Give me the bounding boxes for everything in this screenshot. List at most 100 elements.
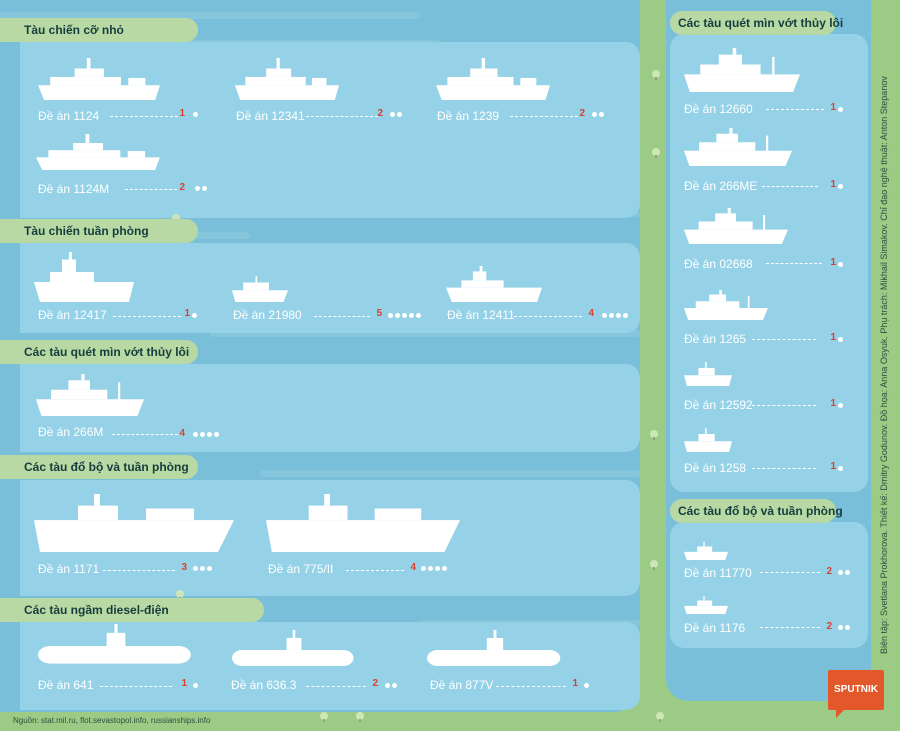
project-label: Đề án 266ME [684, 179, 758, 193]
count-dot [193, 112, 198, 117]
project-label: Đề án 12417 [38, 308, 107, 322]
count-dots [193, 566, 214, 572]
count-dot [838, 466, 843, 471]
minesweeper-icon [684, 48, 800, 92]
minesweeper-icon [684, 128, 792, 166]
logo-text: SPUTNIK [828, 670, 884, 710]
ship-count: 1 [184, 308, 190, 319]
project-label: Đề án 775/II [268, 562, 334, 576]
section-title: Các tàu quét mìn vớt thủy lôi [670, 11, 843, 35]
count-dots [838, 570, 852, 576]
project-label: Đề án 1124 [38, 109, 100, 123]
count-dot [421, 566, 426, 571]
leader-line [346, 570, 404, 571]
count-dots [602, 313, 630, 319]
count-dots [193, 112, 200, 118]
count-dots [584, 683, 591, 689]
count-dots [193, 432, 221, 438]
count-dot [200, 432, 205, 437]
count-dots [838, 466, 845, 472]
project-label: Đề án 1258 [684, 461, 747, 475]
project-label: Đề án 1239 [437, 109, 500, 123]
small-boat-icon [684, 362, 732, 386]
ship-count: 1 [830, 332, 836, 343]
submarine-icon [38, 624, 194, 668]
ship-count: 3 [181, 562, 187, 573]
patrol-ship-icon [446, 266, 542, 302]
count-dots [592, 112, 606, 118]
count-dot [838, 107, 843, 112]
leader-line [510, 116, 578, 117]
leader-line [110, 116, 178, 117]
project-label: Đề án 1176 [684, 621, 746, 635]
count-dot [838, 262, 843, 267]
project-label: Đề án 12660 [684, 102, 753, 116]
leader-line [314, 316, 370, 317]
project-label: Đề án 1265 [684, 332, 747, 346]
project-label: Đề án 1124M [38, 182, 110, 196]
ship-count: 2 [826, 566, 832, 577]
ship-count: 2 [179, 182, 185, 193]
tree-icon [652, 148, 660, 158]
ship-count: 1 [830, 102, 836, 113]
count-dots [838, 337, 845, 343]
count-dot [428, 566, 433, 571]
ship-count: 4 [179, 428, 185, 439]
count-dot [592, 112, 597, 117]
minesweeper-icon [684, 290, 768, 320]
count-dot [442, 566, 447, 571]
ship-count: 1 [830, 398, 836, 409]
count-dots [390, 112, 404, 118]
tree-icon [176, 590, 184, 600]
count-dot [207, 566, 212, 571]
patrol-boat-icon [232, 276, 288, 302]
count-dots [838, 403, 845, 409]
count-dot [609, 313, 614, 318]
count-dots [192, 313, 199, 319]
corvette-icon [436, 58, 550, 100]
count-dot [409, 313, 414, 318]
ship-count: 2 [579, 108, 585, 119]
ship-count: 4 [410, 562, 416, 573]
leader-line [766, 263, 822, 264]
project-label: Đề án 877V [430, 678, 494, 692]
leader-line [752, 468, 816, 469]
section-card [20, 42, 640, 218]
leader-line [306, 116, 378, 117]
tree-icon [656, 712, 664, 722]
ship-count: 1 [572, 678, 578, 689]
project-label: Đề án 02668 [684, 257, 753, 271]
patrol-ship-icon [34, 252, 134, 302]
project-label: Đề án 641 [38, 678, 94, 692]
count-dot [623, 313, 628, 318]
leader-line [496, 686, 566, 687]
leader-line [103, 570, 175, 571]
count-dot [207, 432, 212, 437]
leader-line [112, 434, 178, 435]
count-dots [838, 262, 845, 268]
water-stripe [260, 470, 640, 477]
leader-line [125, 189, 177, 190]
project-label: Đề án 12592 [684, 398, 753, 412]
tree-icon [356, 712, 364, 722]
count-dot [402, 313, 407, 318]
ship-count: 2 [372, 678, 378, 689]
project-label: Đề án 636.3 [231, 678, 297, 692]
count-dot [599, 112, 604, 117]
count-dot [193, 432, 198, 437]
leader-line [760, 572, 820, 573]
project-label: Đề án 12341 [236, 109, 305, 123]
landing-ship-icon [34, 494, 234, 552]
count-dot [838, 570, 843, 575]
corvette-icon [38, 58, 160, 100]
project-label: Đề án 21980 [233, 308, 302, 322]
count-dot [616, 313, 621, 318]
count-dot [416, 313, 421, 318]
project-label: Đề án 11770 [684, 566, 752, 580]
leader-line [752, 405, 816, 406]
count-dot [845, 570, 850, 575]
minesweeper-icon [684, 208, 788, 244]
leader-line [113, 316, 181, 317]
count-dots [195, 186, 209, 192]
ship-count: 1 [830, 257, 836, 268]
